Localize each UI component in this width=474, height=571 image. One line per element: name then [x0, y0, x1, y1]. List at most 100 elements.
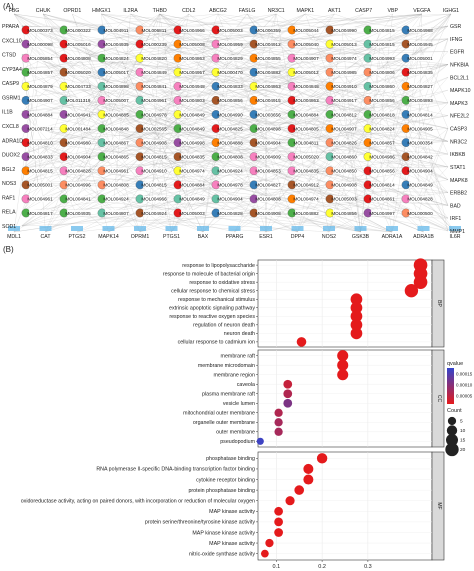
compound-label-bg	[409, 181, 431, 188]
compound-label-bg	[409, 41, 431, 48]
compound-label-bg	[143, 210, 165, 216]
target-label: CHUK	[36, 8, 51, 14]
network-edge	[21, 40, 381, 115]
compound-label: MOL002565	[141, 126, 167, 131]
target-label: PTGS2	[68, 234, 85, 240]
qvalue-legend-tick: 0.00015	[456, 372, 473, 377]
compound-label: MOL004848	[293, 84, 319, 89]
network-edge	[189, 184, 298, 233]
target-label: GSK3B	[352, 234, 370, 240]
compound-label: MOL006359	[255, 28, 281, 33]
compound-label-bg	[143, 83, 165, 90]
compound-label: MOL004803	[179, 98, 205, 103]
compound-label-bg	[219, 69, 241, 76]
network-edge	[21, 68, 229, 200]
compound-label: MOL004908	[255, 211, 281, 216]
compound-label: MOL004856	[369, 169, 395, 174]
term-dot	[274, 408, 283, 417]
compound-label-bg	[295, 195, 317, 202]
term-label: mitochondrial outer membrane	[183, 411, 255, 417]
compound-label-bg	[371, 41, 393, 48]
network-edge	[227, 44, 298, 233]
compound-label-bg	[67, 139, 89, 146]
compound-label: MOL004835	[179, 154, 205, 159]
network-edge	[21, 58, 343, 98]
compound-label-bg	[333, 69, 355, 76]
network-edge	[217, 13, 343, 31]
compound-label-bg	[143, 167, 165, 174]
compound-label: MOL005044	[293, 28, 319, 33]
compound-label-bg	[181, 55, 203, 62]
compound-label-bg	[257, 139, 279, 146]
compound-label: MOL004833	[27, 154, 53, 159]
target-label: THBD	[153, 8, 167, 14]
compound-label: MOL004841	[141, 84, 167, 89]
compound-label: MOL004857	[369, 140, 395, 145]
network-edge	[202, 184, 267, 233]
network-edge	[72, 13, 191, 73]
facet-strip	[431, 451, 445, 561]
network-edge	[37, 212, 267, 233]
compound-label-bg	[29, 139, 51, 146]
term-label: oxidoreductase activity, acting on paire…	[21, 499, 255, 505]
network-edge	[234, 86, 343, 233]
network-edge	[13, 13, 115, 171]
compound-label-bg	[333, 195, 355, 202]
compound-label-bg	[371, 195, 393, 202]
target-label: NFKBIA	[450, 62, 469, 68]
compound-label: MOL004817	[27, 211, 53, 216]
compound-label: MOL004849	[179, 112, 205, 117]
compound-label-bg	[181, 27, 203, 33]
compound-label: MOL004849	[179, 126, 205, 131]
network-edge	[417, 38, 449, 143]
target-label: NOS2	[322, 234, 336, 240]
target-label: RELA	[2, 210, 16, 216]
target-label: AKT1	[328, 8, 341, 14]
compound-label: MOL004835	[293, 169, 319, 174]
compound-label-bg	[67, 181, 89, 188]
term-dot	[283, 379, 293, 389]
compound-label-bg	[409, 139, 431, 146]
compound-label: MOL004860	[331, 154, 357, 159]
term-label: MAP kinase kinase activity	[192, 530, 255, 536]
compound-label-bg	[409, 167, 431, 174]
go-dotplot: BP response to lipopolysaccharide response…	[21, 258, 473, 570]
compound-label: MOL004993	[369, 56, 395, 61]
compound-label: MOL004857	[27, 70, 53, 75]
compound-label: MOL004882	[255, 70, 281, 75]
compound-label-bg	[295, 97, 317, 104]
compound-label-bg	[143, 41, 165, 48]
compound-label-bg	[181, 125, 203, 132]
target-label: CTSD	[2, 53, 16, 59]
term-label: MAP kinase activity	[209, 509, 255, 515]
target-label: MAPK1	[297, 8, 315, 14]
target-label: IL1B	[2, 110, 13, 116]
network-edge	[341, 100, 449, 142]
term-dot	[350, 301, 363, 314]
count-legend-tick: 15	[460, 438, 466, 444]
network-edge	[21, 29, 419, 184]
compound-label: MOL004808	[103, 183, 129, 188]
compound-label-bg	[295, 83, 317, 90]
compound-label: MOL000322	[65, 28, 91, 33]
term-dot	[350, 318, 363, 331]
compound-label: MOL004986	[369, 154, 395, 159]
compound-label-bg	[257, 195, 279, 202]
compound-label: MOL004853	[255, 169, 281, 174]
compound-label: MOL004978	[217, 183, 243, 188]
compound-label: MOL004849	[179, 197, 205, 202]
compound-label: MOL011319	[66, 98, 91, 103]
compound-label-bg	[409, 83, 431, 90]
compound-label-bg	[371, 97, 393, 104]
target-label: RAF1	[2, 195, 15, 201]
compound-label-bg	[67, 27, 89, 33]
compound-label: MOL004828	[407, 197, 433, 202]
compound-label-bg	[333, 210, 355, 216]
compound-label: MOL004825	[217, 126, 243, 131]
compound-label: MOL005020	[65, 70, 91, 75]
compound-label-bg	[257, 210, 279, 216]
compound-label-bg	[295, 153, 317, 160]
compound-label-bg	[219, 153, 241, 160]
term-label: caveola	[237, 382, 255, 388]
compound-label: MOL004815	[141, 154, 167, 159]
